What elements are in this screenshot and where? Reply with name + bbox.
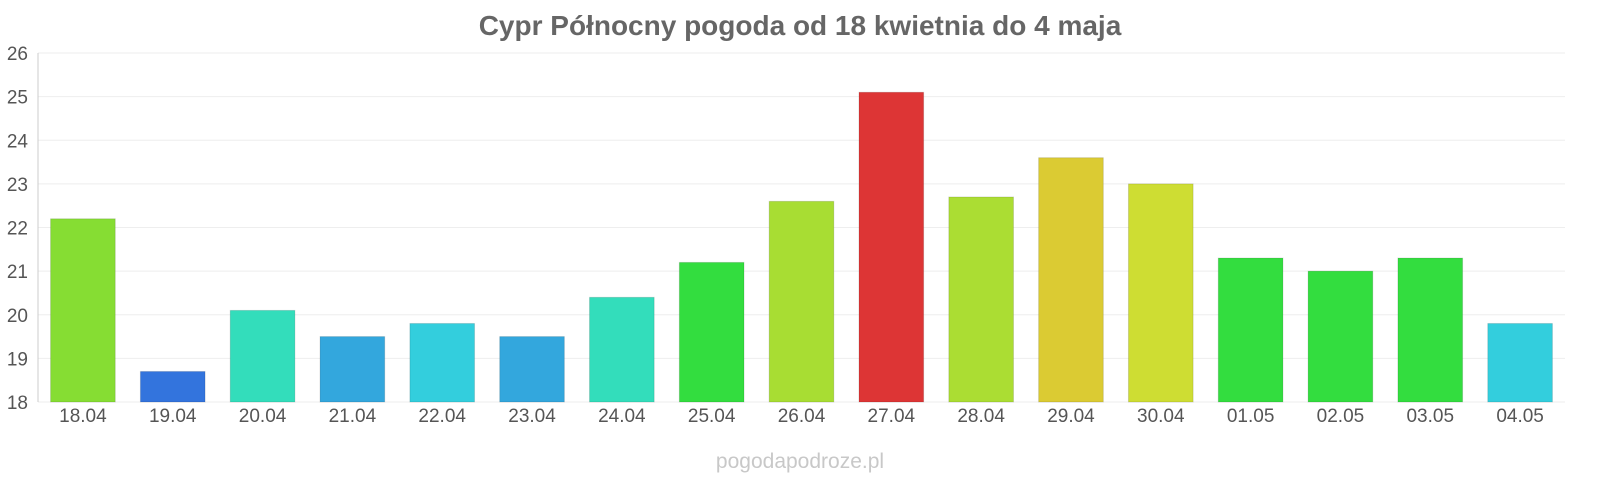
bar-04.05 [1487, 322, 1553, 403]
watermark: pogodapodroze.pl [715, 450, 885, 473]
bars [50, 91, 1553, 403]
bar-28.04 [948, 196, 1014, 403]
chart-title: Cypr Północny pogoda od 18 kwietnia do 4… [478, 10, 1122, 41]
x-tick-label: 27.04 [868, 406, 916, 427]
x-tick-label: 26.04 [778, 406, 826, 427]
x-tick-label: 30.04 [1137, 406, 1185, 427]
x-tick-label: 04.05 [1496, 406, 1544, 427]
bar-19.04 [139, 370, 206, 403]
bar-29.04 [1038, 157, 1104, 403]
bar-26.04 [768, 200, 835, 403]
x-tick-label: 19.04 [149, 406, 197, 427]
bar-22.04 [409, 322, 476, 403]
bar-18.04 [50, 218, 116, 403]
y-tick-label: 21 [7, 262, 28, 283]
x-tick-label: 25.04 [688, 406, 736, 427]
x-tick-label: 24.04 [598, 406, 646, 427]
x-tick-label: 03.05 [1406, 406, 1454, 427]
bar-21.04 [319, 336, 386, 403]
y-tick-label: 23 [7, 175, 28, 196]
bar-20.04 [229, 309, 296, 403]
x-tick-label: 02.05 [1317, 406, 1365, 427]
y-tick-label: 22 [7, 219, 28, 240]
bar-02.05 [1307, 270, 1374, 403]
bar-24.04 [589, 296, 655, 403]
bar-30.04 [1127, 183, 1194, 403]
x-tick-label: 28.04 [957, 406, 1005, 427]
x-tick-label: 23.04 [508, 406, 556, 427]
y-tick-label: 20 [7, 306, 28, 327]
bar-27.04 [858, 91, 925, 403]
y-tick-label: 18 [7, 393, 28, 414]
x-tick-labels: 18.04 19.04 20.04 21.04 22.04 23.04 24.04 25.04… [59, 406, 1544, 427]
x-tick-label: 18.04 [59, 406, 107, 427]
bar-25.04 [678, 261, 745, 403]
y-tick-label: 25 [7, 88, 28, 109]
x-tick-label: 29.04 [1047, 406, 1095, 427]
y-tick-label: 26 [7, 44, 28, 65]
x-tick-label: 01.05 [1227, 406, 1275, 427]
bar-01.05 [1217, 257, 1284, 403]
bar-03.05 [1397, 257, 1464, 403]
y-tick-labels: 18 19 20 21 22 23 24 25 26 [7, 44, 29, 414]
x-tick-label: 20.04 [239, 406, 287, 427]
y-tick-label: 24 [7, 131, 29, 152]
x-tick-label: 22.04 [418, 406, 466, 427]
bar-23.04 [499, 336, 565, 403]
y-tick-label: 19 [7, 349, 28, 370]
x-tick-label: 21.04 [329, 406, 377, 427]
